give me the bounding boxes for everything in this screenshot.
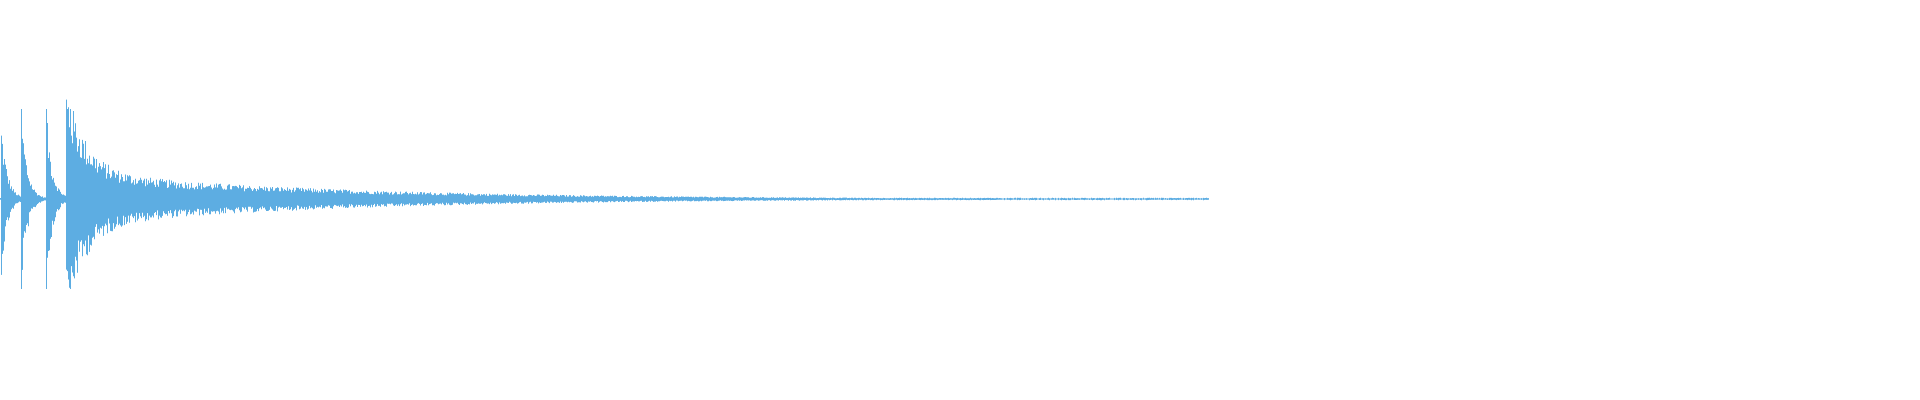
- waveform-bars: [0, 99, 1209, 289]
- waveform-path: [0, 99, 1209, 289]
